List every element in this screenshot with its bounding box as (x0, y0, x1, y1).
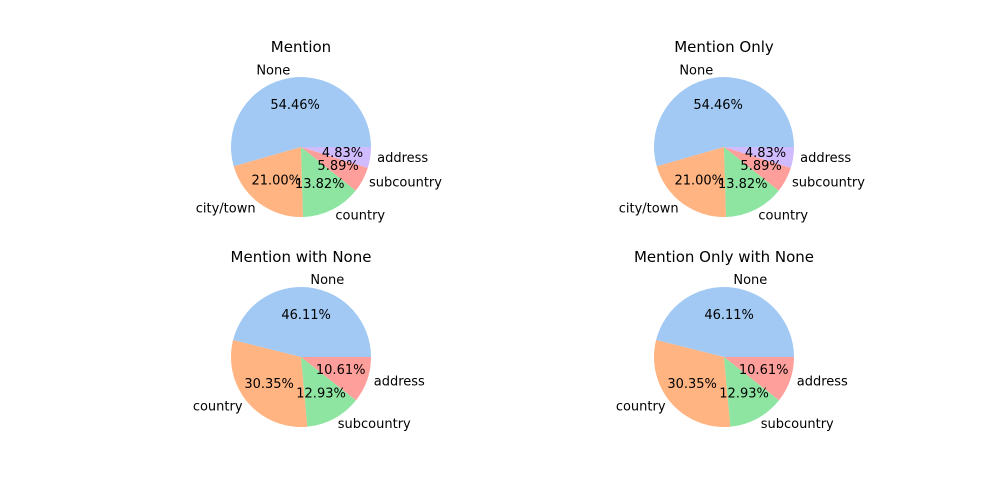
pie-slice-country (301, 147, 356, 217)
pie-slice-country (724, 147, 779, 217)
slice-percent-label: 4.83% (745, 146, 786, 161)
slice-percent-label: 46.11% (704, 308, 754, 323)
slice-label: country (193, 400, 243, 415)
slice-percent-label: 4.83% (322, 146, 363, 161)
pie-slice-subcountry (301, 357, 357, 427)
slice-label: city/town (196, 202, 256, 217)
pie-slice-city-town (656, 147, 727, 217)
slice-label: subcountry (792, 176, 865, 191)
slice-label: country (758, 208, 808, 223)
pie-slice-subcountry (724, 147, 791, 191)
slice-label: address (797, 375, 848, 390)
pie-slice-subcountry (724, 357, 780, 427)
slice-percent-label: 5.89% (317, 159, 358, 174)
slice-percent-label: 30.35% (244, 377, 294, 392)
slice-percent-label: 13.82% (718, 177, 768, 192)
slice-percent-label: 54.46% (693, 98, 743, 113)
slice-percent-label: 12.93% (296, 386, 346, 401)
pie-chart-1: Mention None 54.46% city/town 21.00% country 1… (196, 38, 443, 223)
slice-label: subcountry (338, 417, 411, 432)
slice-percent-label: 30.35% (667, 377, 717, 392)
slice-label: None (310, 273, 344, 288)
pie-wedges (654, 77, 794, 217)
slice-label: country (616, 400, 666, 415)
slice-percent-label: 54.46% (270, 98, 320, 113)
slice-label: None (733, 273, 767, 288)
pie-slice-address (301, 357, 371, 401)
slice-percent-label: 10.61% (316, 363, 366, 378)
pie-slice-none (230, 77, 371, 167)
pie-chart-3: Mention with None None 46.11% country30.35%… (193, 248, 425, 432)
slice-percent-label: 10.61% (739, 363, 789, 378)
pie-slice-subcountry (301, 147, 368, 191)
slice-label: subcountry (761, 417, 834, 432)
chart-title: Mention with None (231, 248, 372, 266)
slice-percent-label: 5.89% (740, 159, 781, 174)
slice-label: country (335, 208, 385, 223)
pie-chart-2: Mention Only None 54.46% city/town 21.00% cou… (619, 38, 866, 223)
pie-wedges (230, 286, 371, 428)
slice-percent-label: 46.11% (281, 308, 331, 323)
slice-label: None (256, 63, 290, 78)
chart-title: Mention Only with None (634, 248, 814, 266)
pie-slice-none (233, 286, 371, 357)
slice-label: address (800, 151, 851, 166)
pie-chart-4: Mention Only with None None 46.11% country3… (616, 248, 848, 432)
slice-label: subcountry (369, 176, 442, 191)
pie-slice-none (656, 286, 794, 357)
slice-label: city/town (619, 202, 679, 217)
pie-slice-address (301, 147, 371, 168)
slice-label: address (377, 151, 428, 166)
slice-percent-label: 21.00% (674, 173, 724, 188)
pie-slice-city-town (233, 147, 304, 217)
pie-wedges (230, 77, 371, 217)
pie-slice-country (230, 340, 308, 428)
pie-slice-country (653, 340, 731, 428)
pie-labels: None 54.46% city/town 21.00% country 13.82% su… (619, 63, 866, 223)
slice-percent-label: 21.00% (251, 173, 301, 188)
chart-title: Mention (271, 38, 331, 56)
pie-slice-address (724, 357, 794, 401)
slice-label: None (679, 63, 713, 78)
slice-percent-label: 12.93% (719, 386, 769, 401)
chart-title: Mention Only (674, 38, 774, 56)
pie-slice-address (724, 147, 794, 168)
slice-percent-label: 13.82% (295, 177, 345, 192)
pie-wedges (653, 286, 794, 428)
pie-slice-none (654, 77, 794, 167)
pie-labels: None 54.46% city/town 21.00% country 13.82% su… (196, 63, 443, 223)
slice-label: address (374, 375, 425, 390)
